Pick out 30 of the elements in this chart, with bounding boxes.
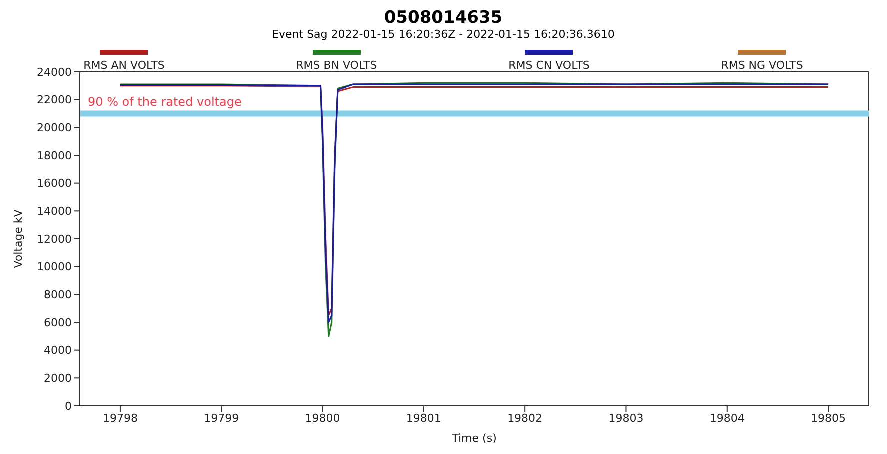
y-tick-label: 0 bbox=[65, 400, 72, 413]
y-tick-label: 24000 bbox=[37, 66, 72, 79]
y-tick-label: 4000 bbox=[44, 344, 72, 358]
legend-label: RMS BN VOLTS bbox=[296, 59, 378, 72]
x-axis-title: Time (s) bbox=[451, 432, 497, 445]
x-tick-label: 19803 bbox=[608, 412, 644, 425]
y-tick-label: 20000 bbox=[37, 122, 72, 135]
ref-line-label: 90 % of the rated voltage bbox=[88, 94, 242, 109]
y-tick-label: 6000 bbox=[44, 316, 72, 330]
legend-label: RMS NG VOLTS bbox=[721, 59, 804, 72]
x-tick-label: 19800 bbox=[305, 412, 340, 425]
y-tick-label: 14000 bbox=[37, 205, 72, 218]
y-tick-label: 18000 bbox=[37, 149, 72, 162]
y-axis-title: Voltage kV bbox=[12, 209, 25, 268]
x-tick-label: 19798 bbox=[102, 412, 138, 425]
y-tick-label: 2000 bbox=[44, 372, 72, 386]
legend-label: RMS CN VOLTS bbox=[508, 59, 590, 72]
x-tick-label: 19801 bbox=[406, 412, 442, 425]
x-tick-label: 19805 bbox=[811, 412, 846, 425]
chart-title: 0508014635 bbox=[383, 8, 504, 28]
x-tick-label: 19802 bbox=[508, 412, 543, 425]
y-tick-label: 8000 bbox=[44, 288, 72, 302]
x-tick-label: 19804 bbox=[710, 412, 745, 425]
y-tick-label: 22000 bbox=[37, 94, 72, 107]
chart-subtitle: Event Sag 2022-01-15 16:20:36Z - 2022-01-15 16:20:36.3610 bbox=[271, 28, 616, 42]
legend-label: RMS AN VOLTS bbox=[84, 59, 165, 72]
x-tick-label: 19799 bbox=[204, 412, 240, 425]
y-tick-label: 16000 bbox=[37, 177, 72, 190]
y-tick-label: 10000 bbox=[37, 260, 72, 274]
y-tick-label: 12000 bbox=[37, 232, 72, 246]
